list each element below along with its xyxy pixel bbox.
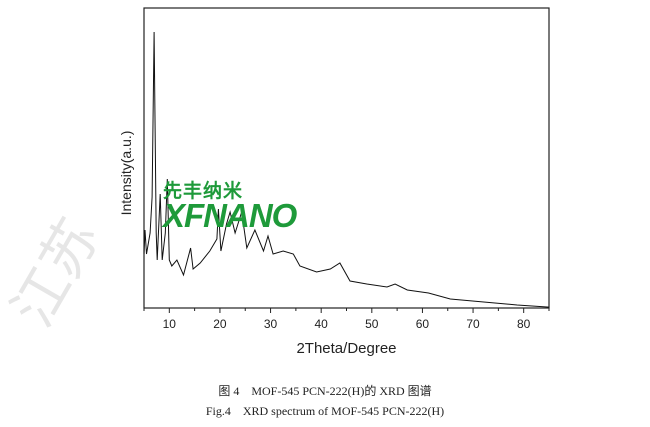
x-tick-label: 80: [517, 317, 531, 331]
x-tick-label: 10: [163, 317, 177, 331]
caption-en: Fig.4 XRD spectrum of MOF-545 PCN-222(H): [205, 404, 445, 418]
xfnano-watermark-logo: 先丰纳米 XFNANO: [163, 176, 297, 235]
x-tick-label: 20: [213, 317, 227, 331]
caption-cn: 图 4 MOF-545 PCN-222(H)的 XRD 图谱: [218, 384, 432, 398]
x-tick-label: 30: [264, 317, 278, 331]
y-axis-label: Intensity(a.u.): [118, 131, 134, 216]
plot-frame: [143, 7, 550, 309]
logo-en: XFNANO: [163, 197, 297, 234]
x-axis-label: 2Theta/Degree: [296, 340, 396, 357]
logo-cn: 先丰纳米: [163, 180, 244, 202]
xrd-chart: 10 20 30 40 50 60 70 80 2Theta/Degree Intensity(a…: [118, 7, 550, 357]
x-tick-label: 50: [365, 317, 379, 331]
x-tick-label: 60: [416, 317, 430, 331]
x-tick-label: 70: [466, 317, 480, 331]
xrd-series-line: [143, 31, 550, 308]
x-tick-label: 40: [315, 317, 329, 331]
